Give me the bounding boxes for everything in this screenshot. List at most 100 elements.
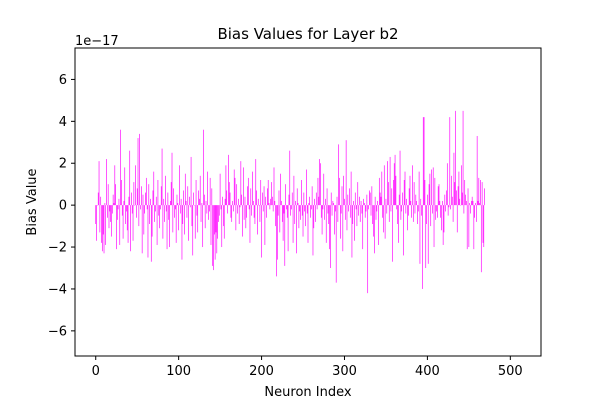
bar-neuron-238 (292, 205, 294, 243)
bar-neuron-56 (141, 205, 143, 254)
bar-neuron-98 (176, 194, 178, 206)
bar-neuron-315 (356, 205, 358, 227)
bar-neuron-297 (341, 186, 343, 206)
bar-neuron-200 (261, 205, 262, 258)
bar-neuron-15 (107, 184, 109, 206)
bar-neuron-121 (195, 180, 197, 206)
bar-neuron-90 (170, 200, 171, 206)
bar-neuron-191 (253, 205, 255, 218)
bar-neuron-204 (264, 205, 266, 245)
bar-neuron-93 (172, 205, 174, 233)
bar-neuron-275 (323, 173, 325, 206)
bar-neuron-335 (373, 205, 374, 237)
bar-neuron-403 (429, 173, 431, 206)
bar-neuron-313 (354, 192, 356, 206)
bar-neuron-365 (398, 205, 399, 243)
bar-neuron-464 (480, 180, 481, 206)
bar-neuron-329 (368, 205, 369, 210)
bar-neuron-131 (204, 194, 205, 206)
bar-neuron-288 (334, 205, 335, 235)
bar-neuron-444 (463, 205, 465, 214)
bar-neuron-346 (382, 205, 383, 218)
bar-neuron-80 (161, 148, 163, 206)
bar-neuron-156 (224, 198, 226, 206)
bar-neuron-252 (304, 205, 306, 212)
bar-neuron-180 (244, 196, 246, 206)
bar-neuron-42 (130, 205, 131, 252)
bar-neuron-181 (245, 205, 247, 229)
bar-neuron-129 (202, 205, 204, 248)
y-axis-ticks: −6 −4 −2 0 2 4 6 (48, 73, 75, 339)
bar-neuron-439 (459, 198, 461, 206)
bar-neuron-324 (364, 203, 365, 206)
bar-neuron-249 (301, 205, 303, 216)
bar-neuron-171 (237, 205, 238, 214)
bar-neuron-159 (227, 205, 228, 214)
bar-neuron-348 (383, 165, 385, 206)
bar-neuron-165 (232, 200, 233, 206)
bar-neuron-250 (302, 205, 304, 237)
bar-neuron-17 (109, 205, 111, 212)
bar-neuron-245 (298, 205, 300, 229)
bar-neuron-34 (123, 200, 125, 206)
bar-neuron-112 (188, 205, 189, 241)
bar-neuron-71 (154, 205, 155, 222)
bar-neuron-67 (150, 205, 152, 262)
bar-neuron-350 (385, 198, 387, 206)
bar-neuron-394 (422, 205, 423, 289)
bar-neuron-465 (480, 205, 482, 273)
bar-neuron-354 (388, 205, 390, 222)
bar-neuron-101 (179, 165, 180, 206)
bar-neuron-19 (111, 205, 112, 237)
bar-neuron-120 (194, 205, 196, 239)
bar-neuron-381 (411, 205, 412, 218)
bar-neuron-295 (340, 205, 341, 239)
bar-neuron-274 (322, 205, 324, 210)
bar-neuron-109 (185, 200, 187, 206)
bar-neuron-201 (262, 192, 263, 206)
bar-neuron-104 (181, 205, 183, 260)
bar-neuron-102 (179, 205, 181, 214)
bar-neuron-24 (115, 184, 116, 206)
bar-neuron-187 (250, 188, 252, 206)
x-axis-label: Neuron Index (264, 385, 351, 400)
bar-neuron-426 (448, 205, 450, 208)
bar-neuron-100 (178, 205, 179, 231)
bar-neuron-210 (269, 205, 271, 210)
bar-neuron-136 (208, 205, 209, 220)
bar-neuron-114 (189, 205, 191, 208)
bar-neuron-395 (422, 117, 424, 206)
bar-neuron-51 (137, 138, 139, 206)
bar-neuron-243 (296, 188, 298, 206)
bar-neuron-172 (238, 198, 239, 206)
bar-neuron-463 (479, 203, 480, 206)
bar-series (95, 110, 485, 294)
bar-neuron-291 (336, 196, 338, 206)
bar-neuron-60 (145, 192, 146, 206)
bar-neuron-419 (442, 205, 444, 245)
bar-neuron-300 (344, 198, 345, 206)
x-tick-label: 300 (332, 364, 357, 379)
bar-neuron-454 (471, 196, 473, 206)
bar-neuron-344 (380, 196, 382, 206)
bar-neuron-79 (160, 186, 162, 206)
bar-neuron-1 (96, 205, 97, 241)
bar-neuron-420 (443, 205, 445, 233)
bar-neuron-255 (306, 205, 308, 214)
bar-neuron-225 (281, 205, 283, 222)
bar-neuron-442 (461, 192, 463, 206)
bar-neuron-4 (98, 161, 100, 206)
bar-neuron-268 (317, 177, 319, 206)
y-tick-label: 4 (59, 115, 67, 130)
bar-neuron-33 (122, 205, 124, 239)
bar-neuron-259 (310, 205, 311, 218)
bar-neuron-70 (153, 171, 155, 206)
bar-neuron-331 (369, 192, 371, 206)
bar-neuron-239 (293, 175, 295, 206)
bar-neuron-152 (221, 205, 223, 248)
bar-neuron-185 (248, 205, 250, 210)
bar-neuron-271 (320, 163, 321, 206)
bar-neuron-148 (218, 205, 219, 222)
bar-neuron-160 (228, 154, 229, 206)
bar-neuron-401 (427, 205, 429, 264)
